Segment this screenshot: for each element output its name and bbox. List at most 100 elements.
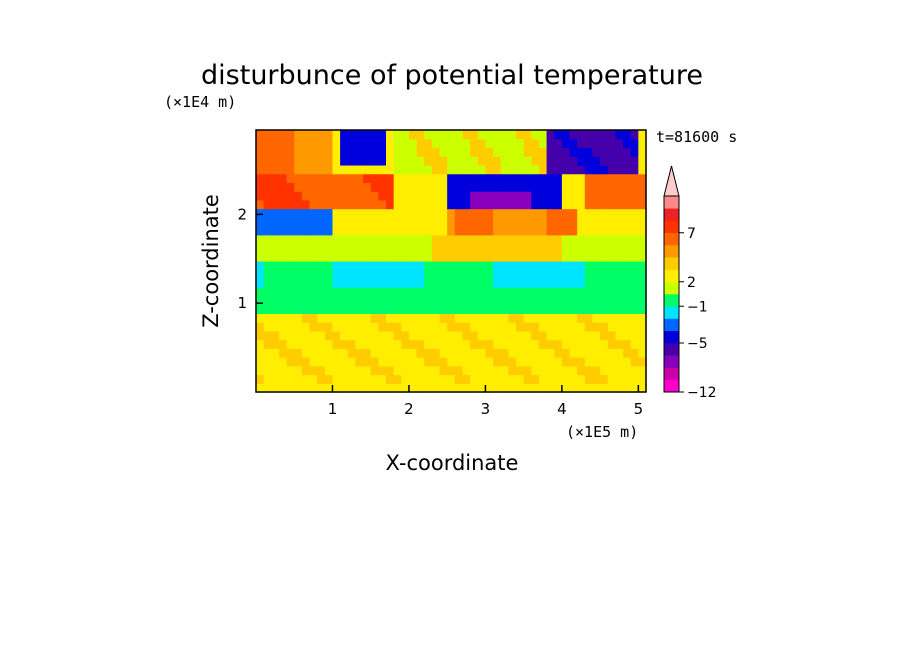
heatmap-cell: [584, 330, 594, 341]
heatmap-cell: [332, 191, 341, 201]
heatmap-cell: [531, 330, 540, 341]
heatmap-cell: [317, 287, 326, 297]
heatmap-cell: [538, 130, 548, 140]
heatmap-cell: [447, 156, 456, 166]
heatmap-cell: [485, 243, 494, 253]
heatmap-cell: [454, 182, 464, 192]
heatmap-cell: [294, 182, 303, 192]
heatmap-cell: [363, 357, 372, 367]
heatmap-cell: [363, 339, 372, 349]
heatmap-cell: [470, 208, 479, 218]
heatmap-cell: [393, 261, 402, 271]
heatmap-cell: [317, 138, 326, 149]
heatmap-cell: [301, 357, 311, 367]
heatmap-cell: [278, 383, 288, 393]
heatmap-cell: [408, 269, 418, 280]
heatmap-cell: [607, 243, 617, 253]
heatmap-cell: [454, 357, 464, 367]
heatmap-cell: [263, 234, 272, 245]
heatmap-cell: [447, 304, 456, 314]
heatmap-cell: [256, 365, 265, 376]
heatmap-cell: [294, 234, 303, 245]
heatmap-cell: [477, 278, 487, 288]
heatmap-cell: [477, 243, 487, 253]
heatmap-cell: [561, 278, 571, 288]
heatmap-cell: [531, 304, 540, 314]
colorbar-swatch: [664, 294, 679, 307]
heatmap-cell: [301, 199, 311, 210]
heatmap-cell: [638, 383, 647, 393]
heatmap-cell: [340, 147, 349, 157]
heatmap-cell: [301, 269, 311, 280]
heatmap-cell: [561, 243, 571, 253]
heatmap-cell: [615, 383, 624, 393]
heatmap-cell: [324, 138, 334, 149]
heatmap-cell: [347, 287, 357, 297]
heatmap-cell: [424, 252, 433, 262]
heatmap-cell: [416, 261, 425, 271]
heatmap-cell: [638, 147, 647, 157]
heatmap-cell: [439, 339, 448, 349]
heatmap-cell: [324, 173, 334, 183]
heatmap-cell: [355, 130, 364, 140]
heatmap-cell: [607, 199, 617, 210]
heatmap-cell: [477, 252, 487, 262]
heatmap-cell: [523, 191, 532, 201]
heatmap-cell: [561, 269, 571, 280]
heatmap-cell: [301, 243, 311, 253]
heatmap-cell: [561, 313, 571, 323]
heatmap-cell: [370, 322, 379, 332]
heatmap-cell: [454, 138, 464, 149]
heatmap-cell: [317, 191, 326, 201]
heatmap-cell: [286, 226, 295, 236]
heatmap-cell: [500, 269, 509, 280]
heatmap-cell: [623, 182, 632, 192]
heatmap-cell: [256, 357, 265, 367]
heatmap-cell: [370, 304, 379, 314]
heatmap-cell: [424, 199, 433, 210]
heatmap-cell: [393, 173, 402, 183]
heatmap-cell: [554, 199, 563, 210]
heatmap-cell: [607, 191, 617, 201]
heatmap-cell: [347, 234, 357, 245]
heatmap-cell: [485, 304, 494, 314]
heatmap-cell: [340, 130, 349, 140]
heatmap-cell: [370, 339, 379, 349]
heatmap-cell: [424, 182, 433, 192]
heatmap-cell: [584, 147, 594, 157]
heatmap-cell: [294, 252, 303, 262]
heatmap-cell: [447, 173, 456, 183]
heatmap-cell: [386, 217, 395, 227]
heatmap-cell: [324, 278, 334, 288]
heatmap-cell: [416, 217, 425, 227]
heatmap-cell: [569, 252, 578, 262]
heatmap-cell: [347, 191, 357, 201]
heatmap-cell: [615, 287, 624, 297]
heatmap-cell: [431, 287, 441, 297]
heatmap-cell: [485, 199, 494, 210]
heatmap-cell: [431, 313, 441, 323]
heatmap-cell: [508, 191, 517, 201]
heatmap-cell: [470, 374, 479, 384]
heatmap-cell: [424, 269, 433, 280]
heatmap-cell: [324, 156, 334, 166]
heatmap-cell: [431, 252, 441, 262]
heatmap-cell: [378, 348, 387, 358]
heatmap-cell: [607, 147, 617, 157]
heatmap-cell: [569, 278, 578, 288]
heatmap-cell: [454, 252, 464, 262]
heatmap-cell: [615, 191, 624, 201]
heatmap-cell: [340, 234, 349, 245]
heatmap-cell: [561, 156, 571, 166]
heatmap-cell: [340, 217, 349, 227]
heatmap-cell: [408, 199, 418, 210]
heatmap-cell: [554, 330, 563, 341]
heatmap-cell: [531, 147, 540, 157]
x-tick-label: 4: [557, 400, 567, 418]
heatmap-cell: [477, 348, 487, 358]
heatmap-cell: [447, 191, 456, 201]
heatmap-cell: [424, 130, 433, 140]
colorbar-label: 7: [687, 226, 696, 242]
heatmap-cell: [347, 374, 357, 384]
heatmap-cell: [386, 348, 395, 358]
